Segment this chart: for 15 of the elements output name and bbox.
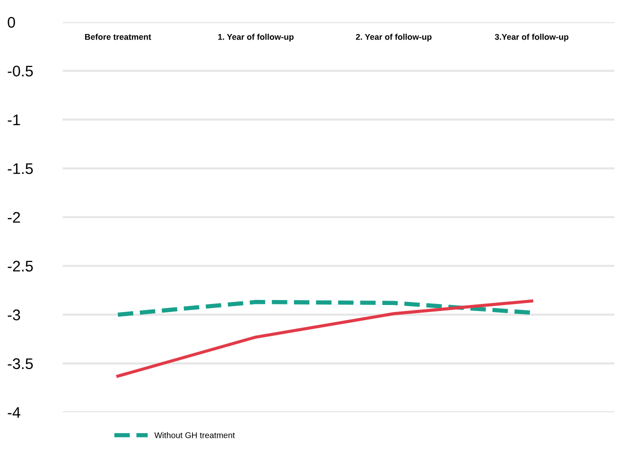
legend-label: Without GH treatment <box>154 432 235 438</box>
y-tick-label: -4 <box>8 407 20 418</box>
y-tick-label: -1 <box>8 114 20 126</box>
x-tick-label: 1. Year of follow-up <box>218 34 294 42</box>
y-tick-label: -1.5 <box>8 163 33 174</box>
line-series <box>116 299 534 378</box>
y-tick-label: -2 <box>8 212 20 223</box>
x-tick-label: 3.Year of follow-up <box>494 34 568 42</box>
y-tick-label: -2.5 <box>8 260 33 272</box>
x-tick-label: Before treatment <box>85 34 152 40</box>
y-tick-label: 0 <box>8 16 16 28</box>
y-tick-label: -3.5 <box>8 358 33 370</box>
y-tick-label: -3 <box>8 310 20 320</box>
x-tick-label: 2. Year of follow-up <box>356 34 432 42</box>
y-tick-label: -0.5 <box>8 66 33 77</box>
